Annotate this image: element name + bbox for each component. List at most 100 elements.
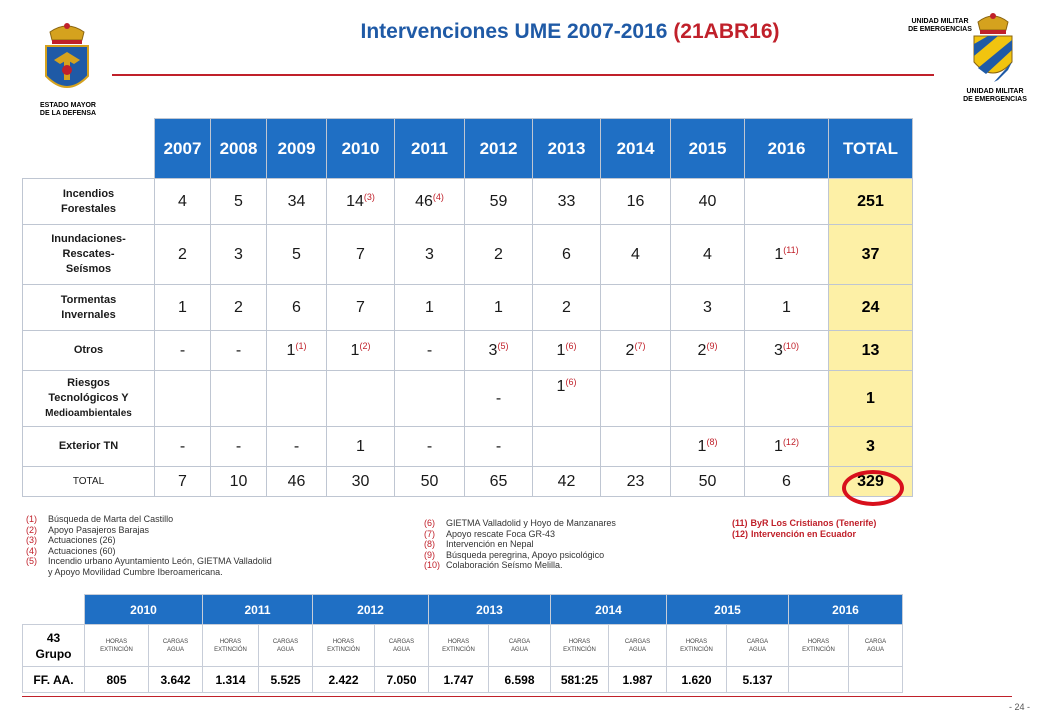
cell-value: 7 <box>356 245 365 263</box>
footnote-ref: (3) <box>363 192 375 202</box>
total-cell: 50 <box>394 466 465 497</box>
row-label-text: Inundaciones- Rescates- Seísmos <box>51 233 126 275</box>
col-header: 2012 <box>464 118 533 179</box>
bottom-subheader: HORAS EXTINCIÓN <box>788 624 849 667</box>
table-cell: - <box>154 426 211 467</box>
table-cell: - <box>210 426 267 467</box>
cell-value: 2 <box>625 342 635 359</box>
cell-value: 14 <box>346 193 364 210</box>
estado-mayor-crest-logo <box>38 20 96 100</box>
table-cell: 2 <box>154 224 211 285</box>
row-label: Exterior TN <box>22 426 155 467</box>
table-cell: 33 <box>532 178 601 225</box>
cell-value: 3 <box>703 298 712 316</box>
corner-blank <box>22 118 155 179</box>
row-total: 3 <box>828 426 913 467</box>
bottom-subheader: CARGA AGUA <box>488 624 551 667</box>
table-cell: 16 <box>600 178 671 225</box>
col-header: 2008 <box>210 118 267 179</box>
footnote-ref: (9) <box>706 341 718 351</box>
footnote-number: (5) <box>26 556 37 566</box>
bottom-year-header: 2012 <box>312 594 429 625</box>
cell-value: - <box>179 341 186 359</box>
table-cell <box>744 178 829 225</box>
cell-value: - <box>235 437 242 455</box>
cell-value: 2 <box>562 298 571 316</box>
table-cell: 1(11) <box>744 224 829 285</box>
bottom-value: 1.314 <box>202 666 259 693</box>
bottom-corner-blank <box>22 594 85 625</box>
table-cell: 2 <box>210 284 267 331</box>
table-cell: 7 <box>326 224 395 285</box>
cell-value: 1 <box>178 298 187 316</box>
bottom-year-header: 2014 <box>550 594 667 625</box>
footnote-ref: (1) <box>295 341 307 351</box>
row-total: 37 <box>828 224 913 285</box>
bottom-year-header: 2015 <box>666 594 789 625</box>
table-cell: - <box>266 426 327 467</box>
table-cell: 34 <box>266 178 327 225</box>
footnote-text: Apoyo rescate Foca GR-43 <box>446 528 556 539</box>
cell-value: 1 <box>356 437 365 455</box>
cell-value: 7 <box>356 298 365 316</box>
table-cell: - <box>154 330 211 371</box>
table-cell <box>532 426 601 467</box>
table-cell <box>670 370 745 427</box>
bottom-subheader-row: 43 Grupo HORAS EXTINCIÓN CARGAS AGUA HORAS… <box>22 624 903 667</box>
total-cell: 46 <box>266 466 327 497</box>
footnote-ref: (5) <box>497 341 509 351</box>
total-cell: 7 <box>154 466 211 497</box>
cell-value: 1 <box>782 298 791 316</box>
footnote-line: (10) Colaboración Seísmo Melilla. <box>424 560 684 571</box>
cell-value: - <box>235 341 242 359</box>
total-cell: 42 <box>532 466 601 497</box>
footnote-text: Incendio urbano Ayuntamiento León, GIETM… <box>48 556 272 566</box>
row-label: Tormentas Invernales <box>22 284 155 331</box>
col-header: 2010 <box>326 118 395 179</box>
footer-rule <box>22 696 1012 697</box>
title-date: (21ABR16) <box>673 20 780 43</box>
footnote-line: (7) Apoyo rescate Foca GR-43 <box>424 529 684 540</box>
row-label: Incendios Forestales <box>22 178 155 225</box>
total-cell: 10 <box>210 466 267 497</box>
aerial-firefighting-table: 2010 2011 2012 2013 2014 2015 2016 43 Grupo HO… <box>22 594 903 693</box>
footnote-ref: (8) <box>706 437 718 447</box>
row-total: 13 <box>828 330 913 371</box>
cell-value: 1 <box>494 298 503 316</box>
table-cell: 5 <box>210 178 267 225</box>
bottom-value: 7.050 <box>374 666 429 693</box>
table-cell: 40 <box>670 178 745 225</box>
table-row: Tormentas Invernales 1 2 6 7 1 1 2 3 1 24 <box>22 284 913 331</box>
footnote-text: Intervención en Nepal <box>446 539 534 549</box>
footnote-line: (6) GIETMA Valladolid y Hoyo de Manzanare… <box>424 518 684 529</box>
bottom-subheader: CARGA AGUA <box>848 624 903 667</box>
footnote-ref: (11) <box>783 245 799 255</box>
table-cell: 3 <box>670 284 745 331</box>
cell-value: 46 <box>415 193 433 210</box>
group-label: 43 Grupo <box>22 624 85 667</box>
bottom-values-row: FF. AA. 805 3.642 1.314 5.525 2.422 7.050 1.74… <box>22 666 903 693</box>
table-cell: - <box>464 370 533 427</box>
bottom-value: 1.987 <box>608 666 667 693</box>
left-crest-caption: ESTADO MAYOR DE LA DEFENSA <box>39 102 97 117</box>
footnote-line: (3) Actuaciones (26) <box>26 535 326 546</box>
title-main: Intervenciones UME 2007-2016 <box>360 20 668 43</box>
cell-value: 1 <box>425 298 434 316</box>
table-cell <box>394 370 465 427</box>
footnote-number: (8) <box>424 539 435 549</box>
footnote-number: (3) <box>26 535 37 545</box>
table-cell: 1(6) <box>532 330 601 371</box>
table-cell: 1 <box>394 284 465 331</box>
cell-value: 5 <box>292 245 301 263</box>
table-cell: 59 <box>464 178 533 225</box>
cell-value: 5 <box>234 192 243 210</box>
table-cell: 1 <box>464 284 533 331</box>
cell-value: 6 <box>292 298 301 316</box>
cell-value: 1 <box>774 438 783 455</box>
cell-value: 59 <box>489 192 508 210</box>
footnote-ref: (7) <box>634 341 646 351</box>
cell-value: 3 <box>234 245 243 263</box>
footnote-number: (9) <box>424 549 435 560</box>
footnote-line: (2) Apoyo Pasajeros Barajas <box>26 525 326 536</box>
footnote-line: (4) Actuaciones (60) <box>26 546 326 557</box>
